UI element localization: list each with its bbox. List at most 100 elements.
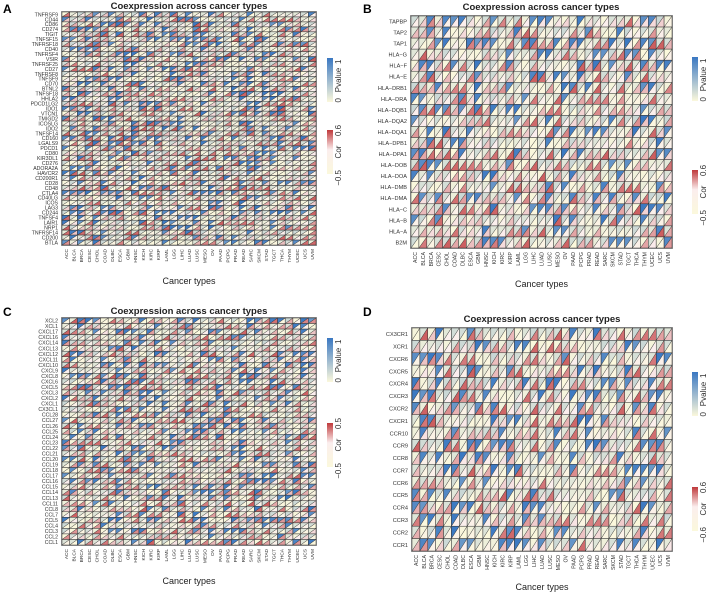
heatmap-cell (223, 31, 232, 38)
heatmap-cell (184, 81, 194, 87)
heatmap-cell (107, 21, 117, 28)
heatmap-cell (207, 11, 217, 18)
heatmap-cell (92, 120, 101, 127)
heatmap-cell (161, 91, 171, 97)
heatmap-cell (146, 81, 155, 87)
heatmap-cell (100, 76, 109, 82)
heatmap-cell (192, 76, 201, 82)
heatmap-cell (300, 11, 309, 18)
cell-diagonal (123, 26, 132, 33)
heatmap-cell (192, 66, 201, 72)
cell-diagonal (254, 26, 263, 33)
heatmap-cell (138, 155, 147, 161)
cell-diagonal (61, 41, 70, 47)
heatmap-cell (200, 140, 209, 147)
heatmap-cell (146, 120, 155, 127)
heatmap-cell (300, 41, 309, 47)
heatmap-cell (138, 130, 147, 137)
heatmap-cell (300, 21, 309, 28)
cell-diagonal (138, 36, 147, 42)
heatmap-cell (177, 46, 186, 52)
heatmap-cell (84, 21, 94, 28)
heatmap-cell (192, 56, 201, 62)
cell-diagonal (138, 21, 147, 28)
cell-diagonal (131, 21, 140, 28)
heatmap-cell (284, 96, 294, 102)
heatmap-cell (207, 41, 217, 47)
heatmap-cell (238, 96, 247, 102)
heatmap-cell (246, 155, 255, 161)
heatmap-cell (123, 110, 132, 117)
heatmap-cell (138, 61, 147, 67)
heatmap-cell (92, 26, 101, 33)
heatmap-cell (238, 16, 247, 23)
heatmap-cell (131, 115, 140, 122)
cell-diagonal (84, 26, 93, 33)
cell-diagonal (161, 41, 170, 47)
heatmap-cell (138, 120, 147, 127)
heatmap-cell (231, 61, 240, 67)
heatmap-cell (92, 130, 101, 137)
cell-diagonal (100, 51, 109, 57)
heatmap-cell (161, 115, 171, 122)
heatmap-cell (161, 31, 171, 38)
heatmap-cell (161, 21, 171, 28)
heatmap-cell (261, 145, 271, 152)
heatmap-cell (254, 61, 263, 67)
heatmap-cell (61, 135, 70, 142)
heatmap-cell (200, 100, 209, 107)
heatmap-cell (246, 125, 255, 132)
heatmap-cell (246, 86, 255, 92)
heatmap-cell (61, 11, 70, 18)
cell-diagonal (92, 51, 101, 57)
heatmap-cell (292, 36, 301, 42)
cell-diagonal (215, 41, 224, 47)
heatmap-cell (115, 140, 124, 147)
heatmap-cell (223, 51, 232, 57)
heatmap-cell (177, 125, 186, 132)
heatmap-cell (100, 61, 109, 67)
cell-diagonal (192, 41, 201, 47)
heatmap-cell (131, 31, 140, 38)
heatmap-cell (261, 16, 271, 23)
heatmap-cell (154, 51, 163, 57)
heatmap-cell (138, 140, 147, 147)
heatmap-cell (154, 125, 163, 132)
heatmap-cell (261, 11, 271, 18)
heatmap-cell (292, 26, 301, 33)
row-label: TNFRSF18 (32, 42, 58, 48)
heatmap-cell (138, 81, 147, 87)
heatmap-cell (192, 61, 201, 67)
heatmap-cell (284, 11, 294, 18)
cell-diagonal (61, 31, 70, 37)
heatmap-cell (123, 66, 132, 72)
heatmap-cell (100, 21, 109, 28)
heatmap-cell (308, 56, 317, 62)
heatmap-cell (146, 91, 155, 97)
heatmap-cell (107, 96, 117, 102)
heatmap-cell (154, 100, 163, 107)
heatmap-cell (261, 61, 271, 67)
heatmap-cell (269, 56, 278, 62)
heatmap-cell (100, 140, 109, 147)
heatmap-cell (77, 16, 86, 23)
heatmap-cell (215, 51, 224, 57)
heatmap-cell (131, 56, 140, 62)
heatmap-cell (246, 150, 255, 157)
heatmap-cell (161, 110, 171, 117)
heatmap-cell (261, 150, 271, 157)
cell-diagonal (131, 41, 140, 47)
cell-diagonal (292, 21, 301, 28)
heatmap-cell (100, 96, 109, 102)
heatmap-cell (192, 100, 201, 107)
cell-diagonal (115, 21, 124, 28)
heatmap-cell (169, 150, 178, 157)
heatmap-cell (154, 61, 163, 67)
heatmap-cell (238, 150, 247, 157)
heatmap-cell (146, 135, 155, 142)
heatmap-cell (300, 31, 309, 38)
heatmap-cell (84, 36, 94, 42)
heatmap-cell (146, 61, 155, 67)
heatmap-cell (84, 41, 94, 47)
heatmap-cell (77, 76, 86, 82)
